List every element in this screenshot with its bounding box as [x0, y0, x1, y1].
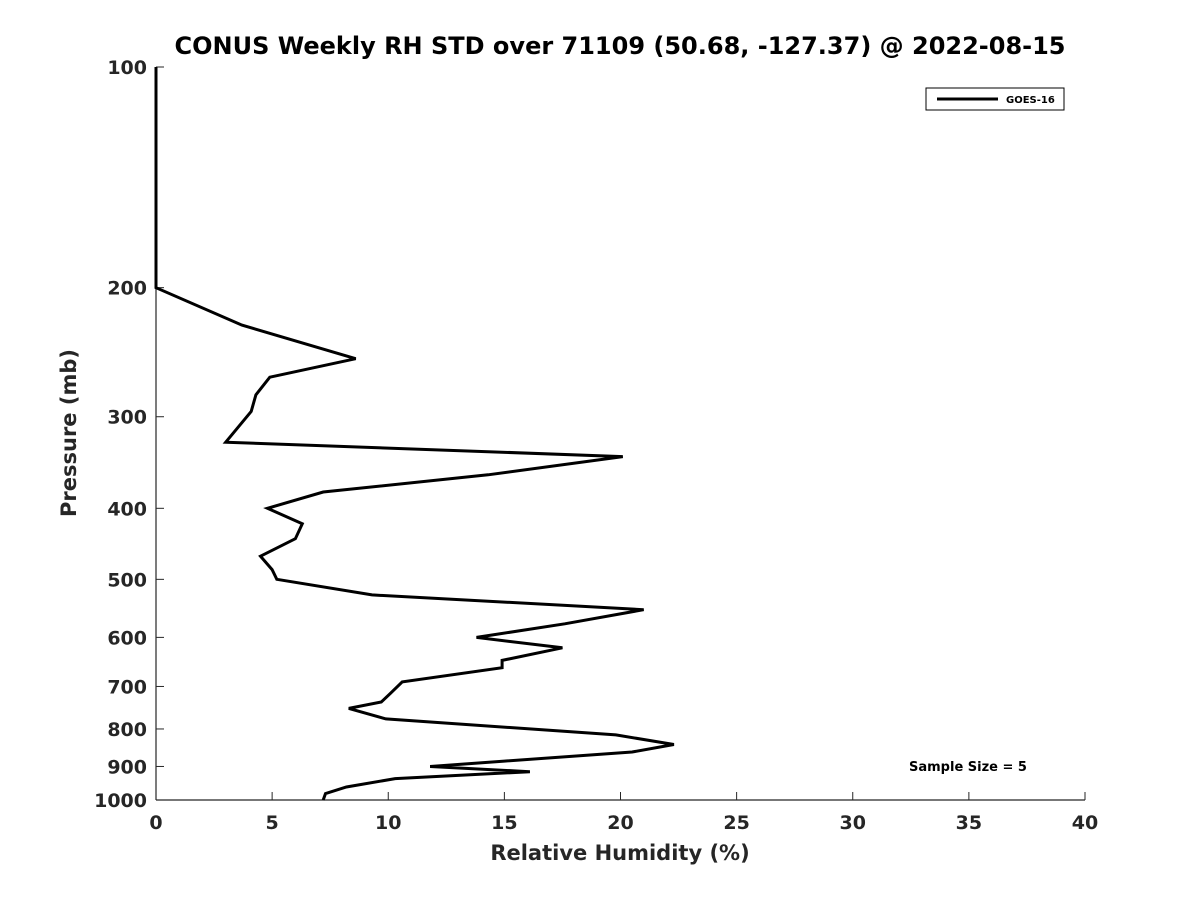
x-tick-label: 10 — [375, 812, 401, 834]
x-tick-label: 30 — [840, 812, 866, 834]
chart-title: CONUS Weekly RH STD over 71109 (50.68, -… — [174, 32, 1065, 60]
x-tick-label: 0 — [149, 812, 162, 834]
series-layer — [154, 67, 675, 801]
y-tick-label: 500 — [107, 569, 147, 591]
y-tick-label: 900 — [107, 756, 147, 778]
x-tick-label: 35 — [956, 812, 982, 834]
series-line-goes-16 — [154, 67, 675, 801]
legend: GOES-16 — [925, 87, 1065, 111]
y-tick-label: 200 — [107, 278, 147, 300]
y-tick-label: 100 — [107, 57, 147, 79]
x-tick-label: 25 — [723, 812, 749, 834]
y-tick-label: 400 — [107, 498, 147, 520]
y-tick-label: 600 — [107, 627, 147, 649]
y-tick-label: 800 — [107, 719, 147, 741]
y-tick-label: 700 — [107, 676, 147, 698]
plot-axes — [155, 67, 1085, 801]
legend-entry-goes-16: GOES-16 — [1006, 95, 1055, 106]
x-tick-label: 40 — [1072, 812, 1098, 834]
y-tick-label: 300 — [107, 407, 147, 429]
x-tick-label: 15 — [491, 812, 517, 834]
y-axis-label: Pressure (mb) — [57, 349, 81, 517]
x-axis-label: Relative Humidity (%) — [490, 841, 749, 865]
y-axis-ticks: 100 200 300 400 500 600 700 800 900 1000 — [94, 57, 164, 812]
x-axis-ticks: 0 5 10 15 20 25 30 35 40 — [149, 792, 1098, 834]
sample-size-annotation: Sample Size = 5 — [909, 760, 1027, 775]
y-tick-label: 1000 — [94, 790, 147, 812]
x-tick-label: 5 — [266, 812, 279, 834]
x-tick-label: 20 — [607, 812, 633, 834]
